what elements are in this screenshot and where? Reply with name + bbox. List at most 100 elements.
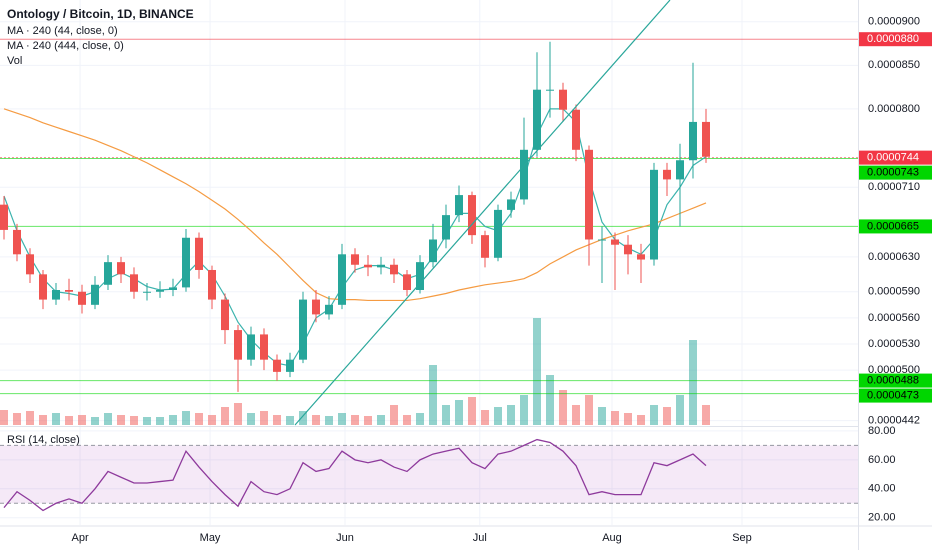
candle-body xyxy=(429,239,437,263)
volume-bar xyxy=(182,411,190,425)
candle-body xyxy=(195,237,203,270)
candle-body xyxy=(494,209,502,258)
candle-body xyxy=(702,121,710,157)
candle-body xyxy=(689,121,697,161)
level-label-box xyxy=(859,373,932,388)
candle-body xyxy=(91,284,99,305)
volume-bar xyxy=(286,416,294,425)
volume-bar xyxy=(26,411,34,425)
volume-bar xyxy=(702,405,710,425)
rsi-tick-label: 40.00 xyxy=(868,483,896,495)
volume-bar xyxy=(585,395,593,425)
candle-body xyxy=(260,334,268,360)
x-tick-label: Jul xyxy=(473,532,487,544)
volume-bar xyxy=(520,395,528,425)
rsi-band xyxy=(0,445,858,504)
level-label: 0.0000473 xyxy=(867,389,919,401)
x-tick-label: Sep xyxy=(732,532,752,544)
candle-body xyxy=(585,149,593,240)
candle-body xyxy=(624,244,632,255)
rsi-tick-label: 80.00 xyxy=(868,425,896,437)
volume-bar xyxy=(260,411,268,425)
volume-bar xyxy=(195,413,203,425)
candle-body xyxy=(351,254,359,265)
volume-bar xyxy=(546,375,554,425)
volume-bar xyxy=(234,403,242,425)
volume-bar xyxy=(143,417,151,425)
level-label: 0.0000743 xyxy=(867,167,919,179)
volume-bar xyxy=(494,407,502,425)
candle-body xyxy=(286,359,294,372)
volume-bar xyxy=(442,405,450,425)
volume-bar xyxy=(689,340,697,425)
candle-body xyxy=(533,89,541,150)
candle-body xyxy=(377,264,385,268)
rsi-line xyxy=(3,438,707,512)
y-tick-label: 0.0000800 xyxy=(868,103,920,115)
volume-bar xyxy=(390,405,398,425)
candle-body xyxy=(13,229,21,255)
volume-bar xyxy=(559,390,567,425)
volume-bar xyxy=(533,318,541,425)
candle-body xyxy=(507,199,515,210)
level-label: 0.0000665 xyxy=(867,220,919,232)
level-label-box xyxy=(859,165,932,180)
candle-body xyxy=(572,109,580,150)
candle-body xyxy=(39,274,47,300)
volume-bar xyxy=(403,415,411,425)
candle-body xyxy=(455,195,463,216)
candle-body xyxy=(273,359,281,372)
candle-body xyxy=(169,287,177,291)
candle-body xyxy=(26,254,34,275)
volume-bar xyxy=(650,405,658,425)
y-tick-label: 0.0000630 xyxy=(868,251,920,263)
y-tick-label: 0.0000530 xyxy=(868,338,920,350)
volume-bar xyxy=(429,365,437,425)
volume-bar xyxy=(455,400,463,425)
y-tick-label: 0.0000710 xyxy=(868,181,920,193)
y-tick-label: 0.0000900 xyxy=(868,16,920,28)
indicator-label: MA · 240 (444, close, 0) xyxy=(7,40,124,52)
candle-body xyxy=(559,89,567,110)
volume-bar xyxy=(78,415,86,425)
volume-bar xyxy=(65,416,73,425)
volume-bar xyxy=(663,407,671,425)
candle-body xyxy=(0,204,8,230)
candle-body xyxy=(208,269,216,300)
indicator-label: Vol xyxy=(7,55,22,67)
candle-body xyxy=(364,264,372,268)
candle-body xyxy=(546,89,554,91)
candle-body xyxy=(637,254,645,260)
y-tick-label: 0.0000850 xyxy=(868,59,920,71)
volume-bar xyxy=(637,415,645,425)
candle-body xyxy=(156,290,164,292)
candle-body xyxy=(468,195,476,236)
candle-body xyxy=(676,160,684,180)
x-tick-label: Aug xyxy=(602,532,622,544)
candle-body xyxy=(221,299,229,331)
x-tick-label: Jun xyxy=(336,532,354,544)
candle-body xyxy=(234,330,242,360)
volume-bar xyxy=(299,411,307,425)
volume-bar xyxy=(481,410,489,425)
volume-bar xyxy=(468,397,476,425)
candle-body xyxy=(143,291,151,293)
candle-body xyxy=(650,169,658,260)
volume-bar xyxy=(117,415,125,425)
rsi-label: RSI (14, close) xyxy=(7,434,80,446)
candle-body xyxy=(338,254,346,305)
candle-body xyxy=(65,290,73,292)
candle-body xyxy=(182,237,190,288)
candle-body xyxy=(104,262,112,285)
volume-bar xyxy=(572,405,580,425)
y-tick-label: 0.0000560 xyxy=(868,312,920,324)
volume-bar xyxy=(0,410,8,425)
candle-body xyxy=(325,304,333,315)
volume-bar xyxy=(104,413,112,425)
level-label: 0.0000488 xyxy=(867,374,919,386)
volume-bar xyxy=(338,413,346,425)
candle-body xyxy=(481,235,489,258)
level-label-box xyxy=(859,32,932,47)
level-label-box xyxy=(859,388,932,403)
